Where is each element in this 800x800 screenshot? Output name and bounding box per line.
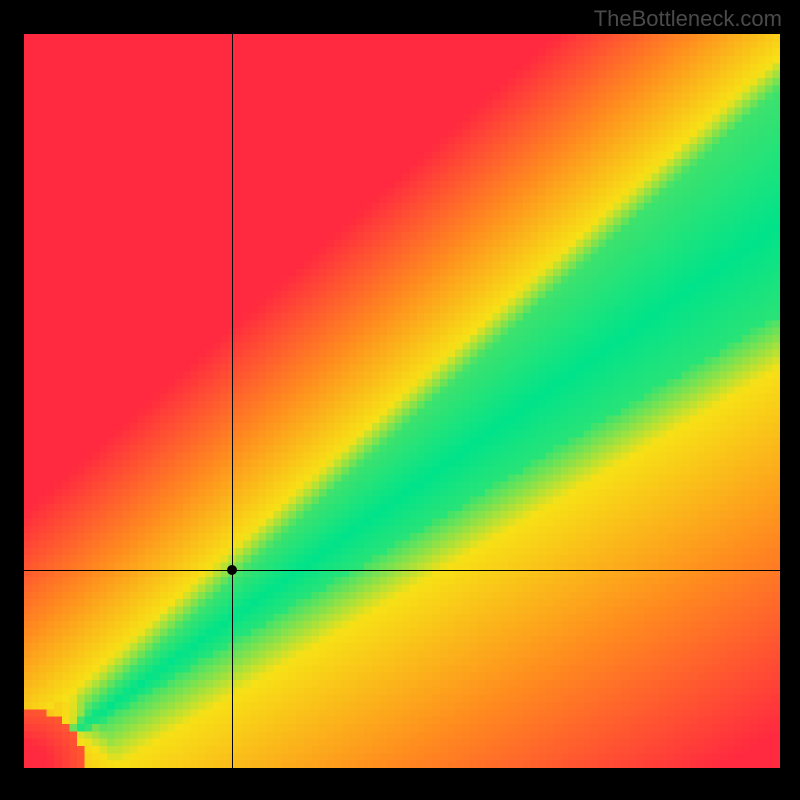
watermark-text: TheBottleneck.com — [594, 6, 782, 32]
crosshair-marker — [227, 565, 237, 575]
crosshair-vertical-line — [232, 34, 233, 768]
plot-area — [24, 34, 780, 768]
crosshair-horizontal-line — [24, 570, 780, 571]
heatmap-canvas — [24, 34, 780, 768]
chart-container: TheBottleneck.com — [0, 0, 800, 800]
